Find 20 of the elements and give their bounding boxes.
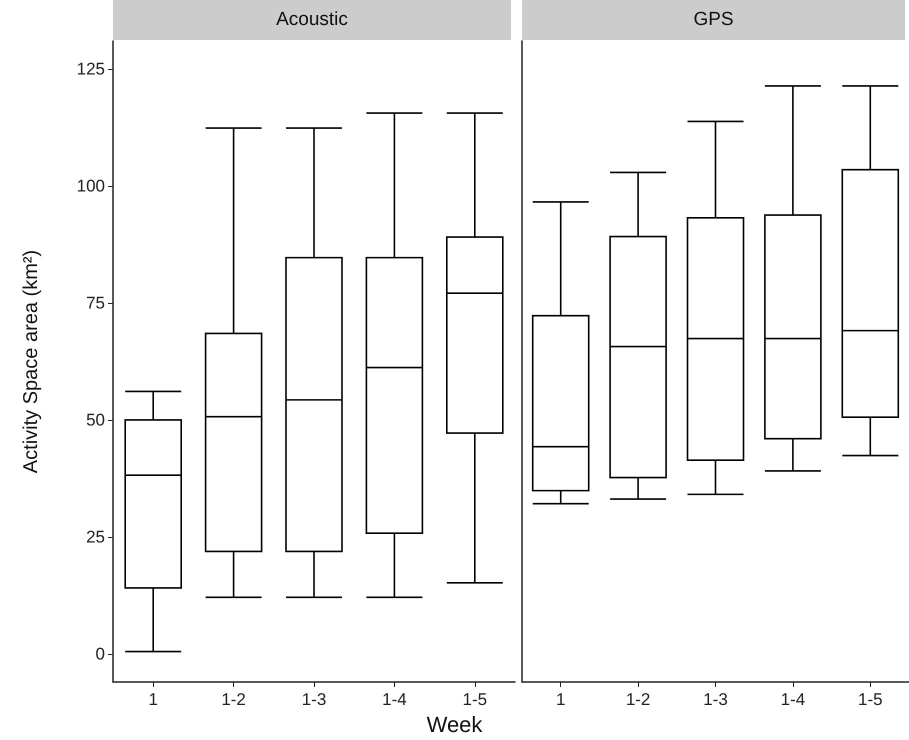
x-tick-label: 1: [556, 690, 566, 709]
x-tick-label: 1-5: [462, 690, 488, 709]
y-tick-label: 125: [76, 60, 105, 79]
x-axis-title: Week: [426, 712, 484, 738]
x-tick-label: 1-2: [221, 690, 246, 709]
x-tick-label: 1-2: [626, 690, 650, 709]
y-tick-label: 0: [96, 644, 105, 664]
y-tick-label: 25: [86, 527, 105, 546]
x-tick-label: 1-3: [302, 690, 326, 709]
x-tick-label: 1-4: [780, 690, 806, 709]
y-tick-label: 100: [76, 176, 105, 196]
x-tick-label: 1-5: [858, 690, 883, 709]
chart-title: Acoustic: [113, 0, 511, 40]
x-tick-label: 1-4: [382, 690, 407, 709]
x-tick-label: 1: [148, 690, 158, 709]
y-axis-title: Activity Space area (km²): [20, 250, 42, 474]
y-tick-label: 50: [86, 410, 105, 430]
x-tick-label: 1-3: [703, 690, 728, 709]
chart-title: GPS: [522, 0, 905, 40]
y-tick-label: 75: [86, 294, 105, 313]
